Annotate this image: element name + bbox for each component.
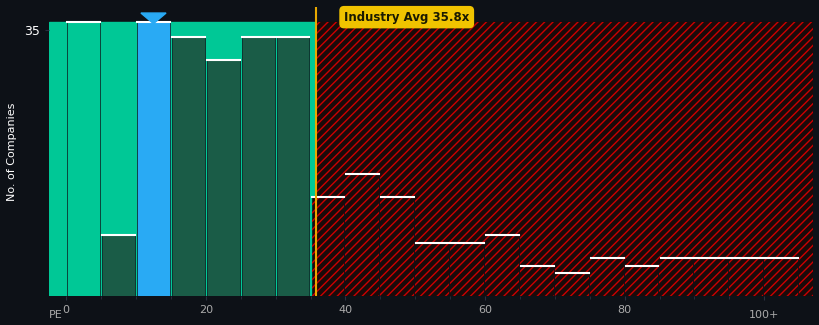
Bar bbox=[486, 235, 518, 296]
Bar bbox=[520, 266, 553, 296]
Bar bbox=[346, 175, 379, 296]
Bar bbox=[764, 258, 797, 296]
Bar bbox=[520, 266, 553, 296]
Text: 100+: 100+ bbox=[748, 310, 778, 320]
Bar bbox=[450, 243, 483, 296]
Bar bbox=[486, 235, 518, 296]
Bar bbox=[102, 235, 135, 296]
Bar bbox=[242, 37, 274, 296]
Polygon shape bbox=[141, 13, 165, 24]
Bar bbox=[315, 22, 819, 296]
Bar bbox=[555, 273, 588, 296]
Bar bbox=[590, 258, 622, 296]
Bar bbox=[625, 266, 658, 296]
Bar bbox=[137, 22, 170, 296]
Bar bbox=[49, 22, 315, 296]
Bar bbox=[625, 266, 658, 296]
Bar bbox=[311, 197, 344, 296]
Bar bbox=[695, 258, 727, 296]
Bar bbox=[555, 273, 588, 296]
Bar bbox=[67, 22, 100, 296]
Bar bbox=[590, 258, 622, 296]
Text: PE: PE bbox=[49, 310, 62, 320]
Bar bbox=[730, 258, 762, 296]
Bar bbox=[764, 258, 797, 296]
Bar bbox=[172, 37, 205, 296]
Bar bbox=[381, 197, 414, 296]
Bar bbox=[416, 243, 449, 296]
Bar bbox=[695, 258, 727, 296]
Bar bbox=[315, 22, 819, 296]
Bar bbox=[311, 197, 344, 296]
Bar bbox=[276, 37, 309, 296]
Text: Industry Avg 35.8x: Industry Avg 35.8x bbox=[344, 11, 468, 24]
Bar bbox=[450, 243, 483, 296]
Bar bbox=[660, 258, 693, 296]
Bar bbox=[346, 175, 379, 296]
Bar bbox=[730, 258, 762, 296]
Bar bbox=[206, 60, 239, 296]
Bar bbox=[660, 258, 693, 296]
Bar bbox=[416, 243, 449, 296]
Y-axis label: No. of Companies: No. of Companies bbox=[7, 102, 17, 201]
Bar bbox=[381, 197, 414, 296]
